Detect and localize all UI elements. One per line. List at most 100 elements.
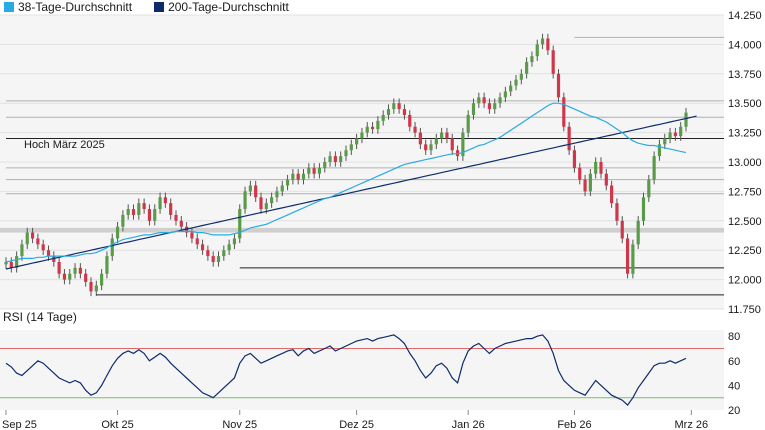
legend-item-sma38[interactable]: 38-Tage-Durchschnitt — [4, 0, 132, 14]
candle-up — [243, 191, 247, 210]
candle-up — [68, 273, 72, 280]
candle-up — [115, 226, 120, 239]
candle-down — [620, 220, 624, 239]
price-y-tick-label: 11.750 — [728, 304, 761, 316]
candle-up — [248, 185, 252, 192]
candle-up — [509, 85, 513, 92]
price-y-tick-label: 13.500 — [728, 98, 762, 110]
candle-down — [599, 162, 603, 174]
candle-up — [525, 62, 529, 74]
candle-up — [110, 238, 114, 257]
candle-up — [652, 156, 656, 180]
candle-up — [344, 150, 348, 157]
candle-up — [631, 244, 635, 274]
candle-up — [530, 56, 534, 63]
candle-down — [445, 132, 449, 139]
candle-up — [137, 203, 141, 215]
x-tick-label: Sep 25 — [2, 419, 37, 430]
legend-swatch-sma200-icon — [154, 2, 165, 12]
candle-down — [296, 173, 300, 180]
candle-down — [572, 150, 577, 168]
candle-up — [222, 250, 226, 257]
candle-up — [270, 197, 274, 204]
candle-down — [562, 97, 566, 127]
candle-up — [657, 144, 662, 157]
candle-up — [365, 126, 369, 133]
candle-up — [498, 97, 502, 104]
candle-up — [429, 144, 433, 151]
candle-up — [663, 138, 667, 145]
rsi-plot-area — [0, 330, 724, 410]
price-y-tick-label: 12.250 — [728, 245, 762, 257]
legend-label-sma200: 200-Tage-Durchschnitt — [168, 0, 289, 14]
candle-up — [301, 173, 306, 180]
candle-down — [625, 238, 630, 274]
rsi-y-tick-label: 60 — [728, 356, 740, 368]
candle-up — [535, 44, 539, 57]
candle-up — [73, 267, 77, 274]
candle-down — [41, 244, 45, 251]
candle-up — [641, 197, 646, 221]
candle-up — [503, 91, 507, 98]
candle-up — [540, 38, 545, 45]
candle-up — [434, 138, 438, 145]
x-tick-label: Feb 26 — [557, 419, 591, 430]
candle-up — [594, 162, 598, 174]
candle-up — [317, 167, 322, 174]
candle-down — [190, 232, 194, 239]
candle-down — [408, 114, 412, 127]
candle-up — [153, 209, 157, 221]
support-zone — [0, 227, 724, 233]
candle-down — [200, 244, 205, 251]
candle-down — [52, 256, 56, 262]
x-tick-label: Okt 25 — [101, 419, 133, 430]
rsi-y-tick-label: 80 — [728, 331, 740, 343]
candle-down — [583, 179, 587, 192]
candle-down — [370, 126, 375, 130]
candle-down — [413, 126, 417, 133]
candle-up — [684, 112, 688, 127]
rsi-title: RSI (14 Tage) — [3, 310, 77, 324]
price-y-tick-label: 12.500 — [728, 216, 762, 228]
candle-up — [264, 203, 268, 210]
candle-up — [466, 114, 470, 133]
candle-up — [386, 109, 391, 115]
candle-up — [121, 214, 125, 227]
candle-up — [349, 144, 353, 151]
candle-down — [482, 97, 486, 104]
candle-down — [424, 144, 428, 151]
candle-down — [142, 203, 146, 210]
candle-down — [259, 197, 263, 210]
x-tick-label: Mrz 26 — [675, 419, 709, 430]
candle-up — [376, 120, 380, 130]
candle-up — [360, 132, 364, 139]
candle-up — [15, 256, 19, 268]
candle-up — [519, 73, 523, 80]
candle-down — [84, 273, 88, 282]
candle-down — [333, 156, 337, 162]
candle-up — [381, 114, 385, 121]
candle-up — [679, 126, 683, 137]
x-tick-label: Jan 26 — [452, 419, 485, 430]
candle-up — [216, 256, 221, 262]
candle-up — [471, 103, 476, 115]
candle-down — [9, 261, 13, 268]
candle-down — [174, 214, 178, 221]
price-y-tick-label: 14.000 — [728, 39, 762, 51]
candle-up — [100, 273, 104, 286]
candle-down — [89, 281, 93, 292]
candle-down — [131, 209, 136, 215]
rsi-y-tick-label: 40 — [728, 380, 740, 392]
legend-item-sma200[interactable]: 200-Tage-Durchschnitt — [154, 0, 289, 14]
rsi-line — [5, 334, 687, 407]
candle-down — [610, 185, 614, 204]
candle-down — [179, 220, 183, 227]
price-y-tick-label: 12.750 — [728, 186, 762, 198]
chart-legend: 38-Tage-Durchschnitt 200-Tage-Durchschni… — [4, 0, 289, 14]
candle-up — [461, 132, 465, 157]
price-y-tick-label: 14.250 — [728, 10, 762, 22]
candle-up — [105, 256, 109, 274]
candle-down — [418, 132, 422, 145]
